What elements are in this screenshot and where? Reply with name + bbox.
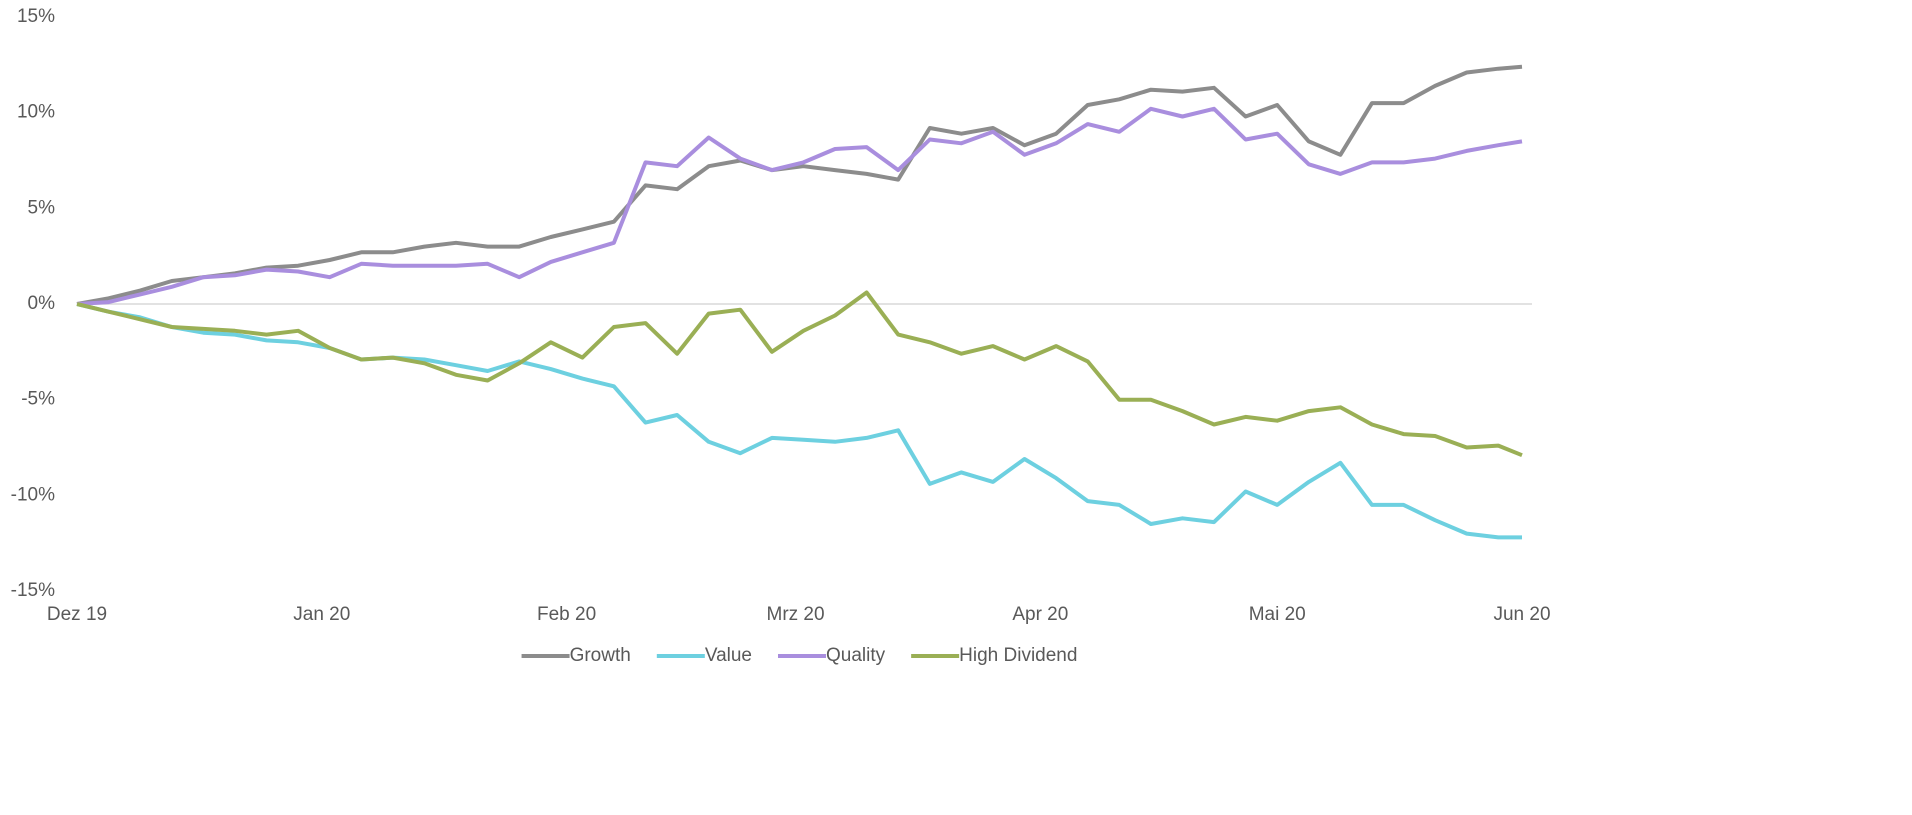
- legend-label: Growth: [570, 645, 631, 666]
- series-line: [76, 302, 1522, 540]
- y-tick-label: -15%: [11, 580, 55, 601]
- x-tick-label: Mrz 20: [767, 604, 825, 625]
- x-tick-label: Jan 20: [293, 604, 350, 625]
- y-tick-label: 5%: [28, 197, 56, 218]
- series-line: [76, 290, 1523, 458]
- x-tick-label: Apr 20: [1012, 604, 1068, 625]
- x-tick-label: Dez 19: [47, 604, 107, 625]
- series-line: [76, 64, 1523, 306]
- legend-label: High Dividend: [959, 645, 1077, 666]
- legend-label: Value: [705, 645, 752, 666]
- y-tick-label: 10%: [17, 102, 55, 123]
- series-line: [76, 106, 1523, 306]
- y-tick-label: -10%: [11, 484, 55, 505]
- legend: Growth Value Quality High Dividend: [521, 645, 1077, 666]
- x-tick-label: Jun 20: [1493, 604, 1550, 625]
- y-tick-label: -5%: [21, 389, 55, 410]
- x-tick-label: Mai 20: [1249, 604, 1306, 625]
- y-tick-label: 0%: [28, 293, 56, 314]
- y-tick-label: 15%: [17, 6, 55, 27]
- x-tick-label: Feb 20: [537, 604, 596, 625]
- legend-label: Quality: [826, 645, 886, 666]
